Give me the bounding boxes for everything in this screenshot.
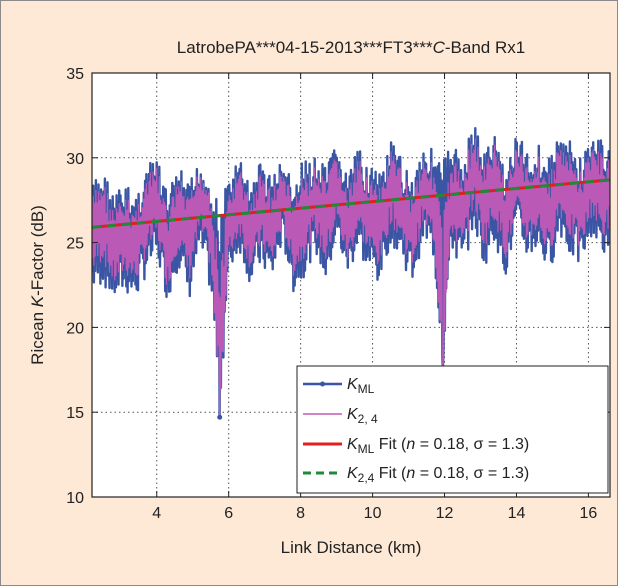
title-text: LatrobePA***04-15-2013***FT3*** [177,38,433,57]
x-axis-label: Link Distance (km) [281,538,422,557]
legend-k: K [347,436,359,453]
legend-subscript: 2,4 [358,471,375,485]
y-tick-label: 15 [66,405,84,422]
legend-params: = 0.18, σ = 1.3) [415,465,529,482]
legend-params: = 0.18, σ = 1.3) [415,436,529,453]
ylabel-italic: K [28,295,47,307]
legend-k: K [347,465,359,482]
legend-rest: Fit ( [374,436,407,453]
y-tick-label: 30 [66,151,84,168]
series-k-2-4 [92,138,610,417]
legend-entry-label: K2,4 Fit (n = 0.18, σ = 1.3) [347,465,529,485]
y-tick-label: 20 [66,320,84,337]
legend-k: K [347,406,359,423]
series-clip-group [92,126,610,420]
chart-title: LatrobePA***04-15-2013***FT3***C-Band Rx… [177,38,525,57]
ylabel-suffix: -Factor (dB) [28,205,47,296]
title-suffix: -Band Rx1 [445,38,525,57]
x-tick-label: 6 [224,505,233,522]
legend-box [296,365,609,494]
ticks: 4 6 8 10 12 14 16 10 15 20 25 30 35 [66,66,610,522]
y-axis-label: Ricean K-Factor (dB) [28,205,47,365]
legend-n: n [406,465,415,482]
x-tick-label: 16 [580,505,598,522]
legend-entry-label: K2, 4 [347,406,378,426]
legend-subscript: ML [358,442,375,456]
legend-marker-k-ml [320,381,325,387]
y-tick-label: 10 [66,490,84,507]
x-tick-label: 14 [508,505,526,522]
title-italic: C [433,38,446,57]
x-tick-label: 4 [152,505,161,522]
plot-border [91,72,611,498]
legend-n: n [406,436,415,453]
y-tick-label: 35 [66,66,84,83]
x-tick-label: 10 [364,505,382,522]
legend-subscript: 2, 4 [358,412,378,426]
fit-line-k-2-4 [92,178,610,229]
k-ml-marker [217,414,223,420]
x-tick-label: 12 [436,505,454,522]
ylabel-text: Ricean [28,307,47,365]
legend-k: K [347,376,359,393]
x-tick-label: 8 [296,505,305,522]
y-tick-label: 25 [66,236,84,253]
legend-subscript: ML [358,382,375,396]
legend-entry-label: KML Fit (n = 0.18, σ = 1.3) [347,436,529,456]
legend-entry-label: KML [347,376,375,396]
legend-rest: Fit ( [374,465,407,482]
series-layer [92,126,610,420]
